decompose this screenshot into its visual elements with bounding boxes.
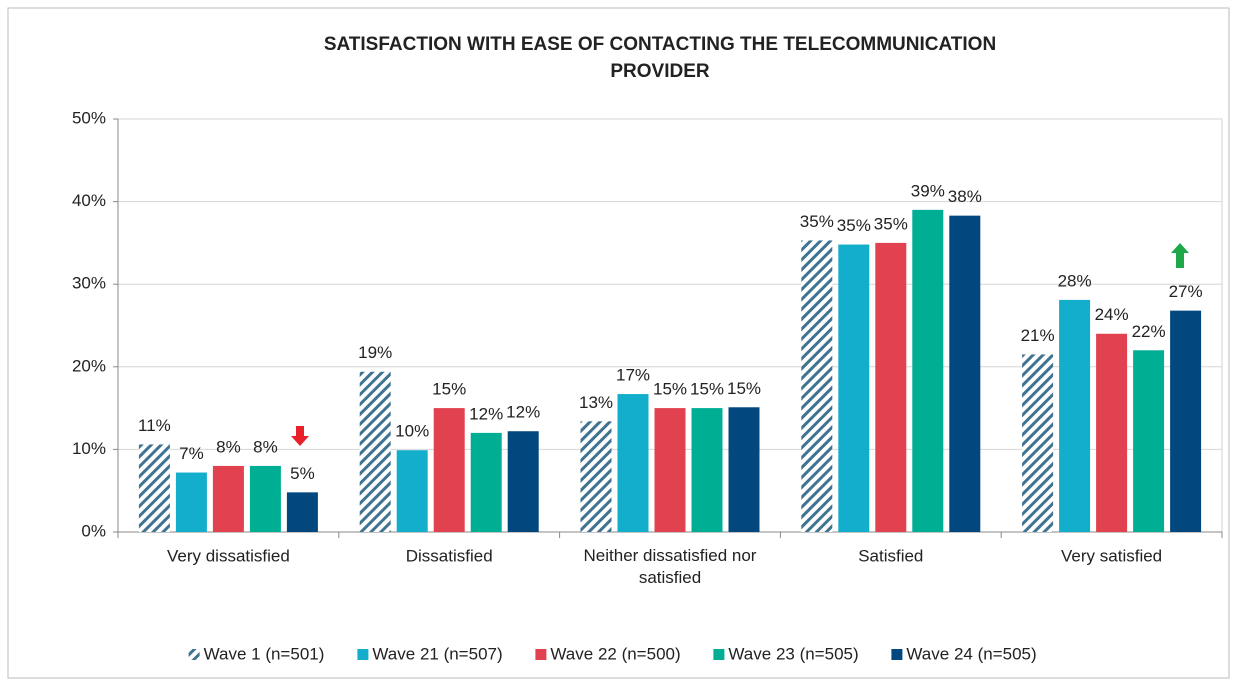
legend-label: Wave 21 (n=507) [372,644,502,663]
bar [1059,299,1091,532]
legend-swatch [535,649,547,660]
legend-label: Wave 23 (n=505) [728,644,858,663]
bar [175,472,207,532]
chart-title: PROVIDER [610,61,710,82]
chart-title: SATISFACTION WITH EASE OF CONTACTING THE… [324,34,996,55]
data-label: 27% [1169,282,1203,301]
legend-label: Wave 22 (n=500) [550,644,680,663]
x-tick-label: Satisfied [858,546,923,565]
bar [1133,350,1165,532]
data-label: 11% [138,416,171,435]
bar [801,240,833,532]
bar [617,394,649,532]
bar [470,432,502,532]
bar [212,465,244,532]
x-tick-label: Dissatisfied [406,546,493,565]
down-arrow [291,426,309,446]
legend-label: Wave 1 (n=501) [204,644,325,663]
y-tick-label: 0% [81,521,106,540]
legend-label: Wave 24 (n=505) [906,644,1036,663]
bar [875,242,907,532]
y-tick-label: 50% [72,108,106,127]
data-label: 39% [911,181,945,200]
data-label: 35% [837,216,871,235]
x-tick-label: Very dissatisfied [167,546,290,565]
x-tick-label: Very satisfied [1061,546,1162,565]
bar [396,450,428,532]
data-label: 10% [395,422,429,441]
data-label: 35% [874,214,908,233]
bar [249,465,281,532]
data-label: 28% [1058,271,1092,290]
legend-swatch [891,649,903,660]
legend-swatch [357,649,369,660]
bar [507,431,539,532]
bar [691,408,723,532]
data-label: 12% [469,404,503,423]
data-label: 5% [290,464,315,483]
data-label: 8% [216,437,241,456]
data-label: 8% [253,437,278,456]
up-arrow [1171,243,1189,268]
bar [138,444,170,532]
data-label: 7% [179,444,204,463]
bar [1022,354,1054,532]
data-label: 19% [358,343,392,362]
bar [1170,310,1202,532]
data-label: 12% [506,403,540,422]
data-label: 24% [1095,305,1129,324]
bar [359,371,391,532]
y-tick-label: 10% [72,439,106,458]
data-label: 15% [653,380,687,399]
chart-frame [7,7,1230,679]
bar [654,408,686,532]
legend-swatch [188,649,200,660]
bar [949,215,981,532]
legend-swatch [713,649,725,660]
y-tick-label: 40% [72,191,106,210]
data-label: 15% [727,379,761,398]
data-label: 17% [616,366,650,385]
data-label: 15% [432,380,466,399]
data-label: 15% [690,380,724,399]
bar [838,244,870,532]
bar [728,407,760,532]
data-label: 22% [1132,322,1166,341]
bar [433,408,465,532]
data-label: 13% [579,393,613,412]
y-tick-label: 20% [72,356,106,375]
y-tick-label: 30% [72,274,106,293]
bar [912,209,944,533]
bar [1096,333,1128,532]
bar [286,492,318,532]
x-tick-label: Neither dissatisfied nor satisfied [584,546,757,587]
data-label: 35% [800,212,834,231]
data-label: 38% [948,187,982,206]
bar [580,421,612,532]
data-label: 21% [1021,326,1055,345]
